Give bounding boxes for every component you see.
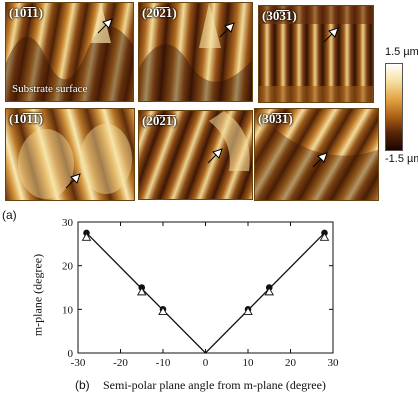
x-tick-label: -20 (113, 357, 128, 369)
x-axis-label: Semi-polar plane angle from m-plane (deg… (103, 378, 326, 392)
x-tick-label: -30 (71, 357, 86, 369)
x-tick-label: -10 (156, 357, 171, 369)
afm-panel-1: (10̅1̅1) Substrate surface (5, 2, 134, 102)
arrow-icon (207, 148, 223, 164)
panel-label: (10̅1̅1) (9, 5, 43, 20)
panel-label: (20̅2̅1̅) (142, 113, 177, 128)
data-point-triangle (136, 286, 147, 296)
arrow-icon (219, 22, 235, 38)
afm-panel-3: (30̅3̅1) (258, 5, 374, 103)
x-tick-label: 10 (243, 357, 255, 369)
arrow-icon (65, 173, 81, 189)
arrow-icon (312, 152, 328, 168)
fit-line (86, 232, 325, 354)
color-scale-bar (385, 63, 403, 151)
y-tick-label: 0 (68, 348, 74, 360)
y-tick-label: 20 (62, 261, 74, 273)
afm-panel-4: (10̅1̅1̅) (5, 108, 135, 201)
panel-caption: Substrate surface (12, 83, 88, 95)
afm-panel-5: (20̅2̅1̅) (138, 110, 253, 200)
panel-label: (30̅3̅1̅) (258, 111, 293, 126)
part-b-label: (b) (75, 378, 90, 392)
data-point-triangle (81, 232, 92, 241)
part-a-label: (a) (2, 208, 17, 222)
data-point-triangle (158, 306, 168, 315)
color-scale-max: 1.5 µm (385, 46, 418, 58)
x-tick-label: 30 (328, 357, 340, 369)
data-point-triangle (319, 232, 330, 241)
panel-label: (20̅2̅1) (142, 5, 177, 20)
color-scale-min: -1.5 µm (385, 153, 418, 165)
panel-label: (30̅3̅1) (262, 8, 297, 23)
x-tick-label: 20 (285, 357, 297, 369)
plot-frame (77, 221, 334, 354)
afm-texture (6, 3, 133, 101)
afm-panel-2: (20̅2̅1) (138, 2, 253, 102)
y-tick-label: 30 (62, 217, 74, 229)
afm-texture (259, 6, 373, 102)
afm-texture (209, 111, 250, 171)
afm-texture (255, 129, 378, 200)
afm-panel-6: (30̅3̅1̅) (254, 108, 379, 201)
x-tick-label: 0 (203, 357, 209, 369)
y-axis-label: m-plane (degree) (30, 253, 45, 337)
arrow-icon (97, 18, 113, 34)
panel-label: (10̅1̅1̅) (9, 111, 43, 126)
arrow-icon (323, 27, 339, 43)
afm-texture (139, 3, 252, 101)
data-point-triangle (264, 286, 275, 296)
y-tick-label: 10 (62, 304, 74, 316)
afm-texture (18, 124, 132, 199)
data-point-triangle (243, 306, 253, 315)
